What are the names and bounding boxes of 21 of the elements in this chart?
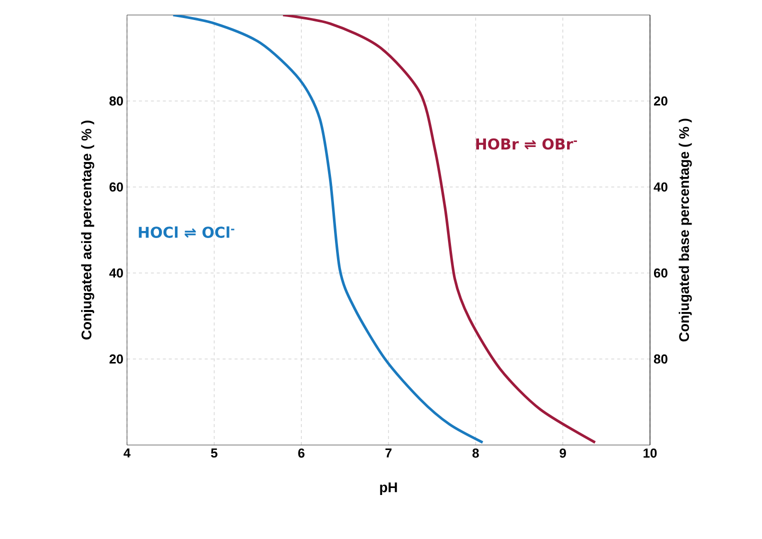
line-series — [282, 15, 596, 444]
y2-tick-label: 40 — [654, 182, 668, 192]
x-tick-label: 6 — [298, 448, 304, 458]
y2-tick-label: 80 — [654, 354, 668, 364]
x-axis-title: pH — [380, 482, 397, 496]
y2-axis-title: Conjugated base percentage ( % ) — [678, 118, 692, 342]
x-tick-label: 8 — [472, 448, 479, 458]
x-tick-label: 5 — [210, 448, 218, 458]
x-tick-label: 4 — [124, 448, 131, 458]
y-tick-label: 40 — [109, 268, 123, 278]
y-axis-title: Conjugated acid percentage ( % ) — [81, 120, 94, 340]
y2-tick-label: 60 — [654, 268, 668, 278]
x-tick-label: 10 — [644, 448, 657, 458]
y-tick-label: 20 — [110, 354, 123, 364]
x-tick-label: 9 — [560, 448, 566, 458]
text: HOCl ⇌ OCl$^{-}$ — [138, 226, 234, 238]
y-tick-label: 80 — [109, 96, 123, 106]
y2-tick-label: 20 — [654, 96, 668, 106]
y-tick-label: 60 — [110, 182, 123, 192]
x-tick-label: 7 — [385, 448, 392, 458]
text: HOBr ⇌ OBr$^{-}$ — [476, 138, 577, 150]
